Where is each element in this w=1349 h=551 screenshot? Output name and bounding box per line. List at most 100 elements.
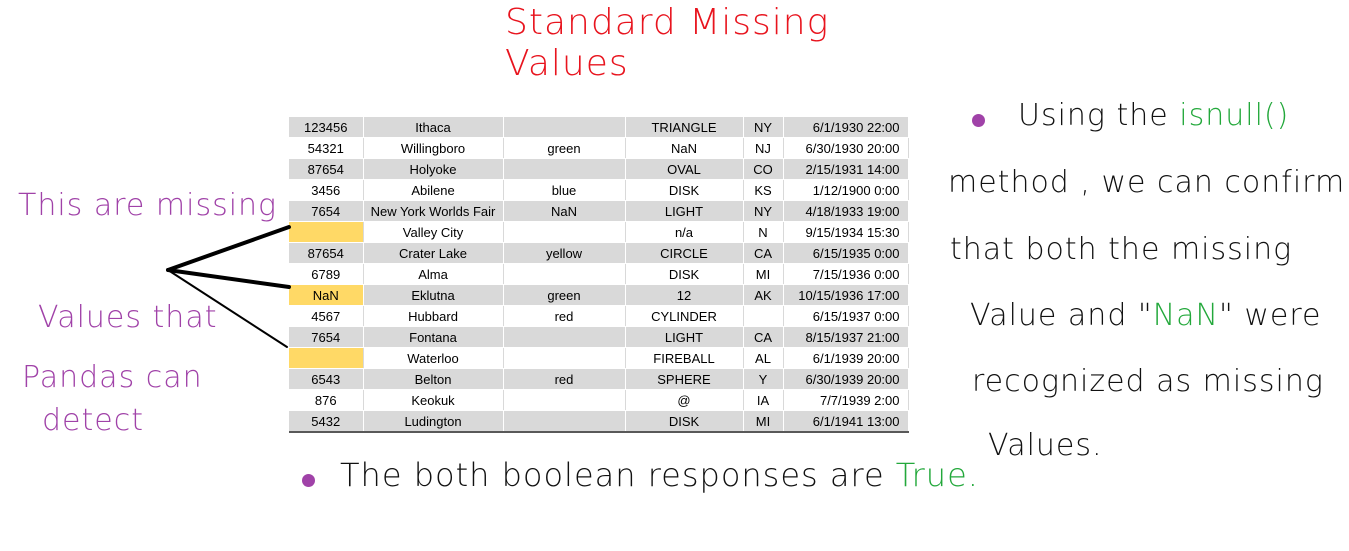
shape-cell: DISK xyxy=(625,179,744,201)
id-cell: 123456 xyxy=(289,117,364,138)
color-cell xyxy=(503,410,626,433)
table-row: 6789 Alma DISK MI 7/15/1936 0:00 xyxy=(289,263,909,285)
table-row: 5432 Ludington DISK MI 6/1/1941 13:00 xyxy=(289,410,909,433)
color-cell: red xyxy=(503,305,626,327)
right-note-line4: Value and "NaN" were xyxy=(970,298,1321,333)
time-cell: 6/1/1941 13:00 xyxy=(783,410,909,433)
color-cell xyxy=(503,389,626,411)
note-detect-line1: Values that xyxy=(38,300,218,335)
state-cell: NY xyxy=(743,200,784,222)
right-note-line1: Using the isnull() xyxy=(1018,98,1289,133)
city-cell: Crater Lake xyxy=(363,242,504,264)
bottom-note: The both boolean responses are True. xyxy=(340,456,979,494)
id-cell: NaN xyxy=(289,284,364,306)
shape-cell: SPHERE xyxy=(625,368,744,390)
color-cell: green xyxy=(503,284,626,306)
right-note-line3: that both the missing xyxy=(950,232,1293,267)
time-cell: 6/15/1935 0:00 xyxy=(783,242,909,264)
color-cell xyxy=(503,326,626,348)
color-cell: red xyxy=(503,368,626,390)
color-cell: green xyxy=(503,137,626,159)
connector-line-top xyxy=(166,225,291,272)
table-row: 87654 Holyoke OVAL CO 2/15/1931 14:00 xyxy=(289,158,909,180)
table-row: 54321 Willingboro green NaN NJ 6/30/1930 20:0… xyxy=(289,137,909,159)
state-cell: Y xyxy=(743,368,784,390)
color-cell xyxy=(503,221,626,243)
city-cell: Ludington xyxy=(363,410,504,433)
table-row: 4567 Hubbard red CYLINDER 6/15/1937 0:00 xyxy=(289,305,909,327)
shape-cell: TRIANGLE xyxy=(625,117,744,138)
state-cell: NY xyxy=(743,117,784,138)
table-row: 7654 New York Worlds Fair NaN LIGHT NY 4/18/1… xyxy=(289,200,909,222)
id-cell: 87654 xyxy=(289,158,364,180)
city-cell: Waterloo xyxy=(363,347,504,369)
shape-cell: FIREBALL xyxy=(625,347,744,369)
shape-cell: 12 xyxy=(625,284,744,306)
time-cell: 8/15/1937 21:00 xyxy=(783,326,909,348)
right-note-line6: Values. xyxy=(988,428,1103,463)
color-cell xyxy=(503,263,626,285)
id-cell xyxy=(289,347,364,369)
time-cell: 6/30/1930 20:00 xyxy=(783,137,909,159)
time-cell: 9/15/1934 15:30 xyxy=(783,221,909,243)
city-cell: Abilene xyxy=(363,179,504,201)
color-cell: blue xyxy=(503,179,626,201)
id-cell: 3456 xyxy=(289,179,364,201)
city-cell: Valley City xyxy=(363,221,504,243)
color-cell xyxy=(503,117,626,138)
table-row: 3456 Abilene blue DISK KS 1/12/1900 0:00 xyxy=(289,179,909,201)
city-cell: Keokuk xyxy=(363,389,504,411)
city-cell: Eklutna xyxy=(363,284,504,306)
shape-cell: LIGHT xyxy=(625,200,744,222)
time-cell: 6/30/1939 20:00 xyxy=(783,368,909,390)
table-row: NaN Eklutna green 12 AK 10/15/1936 17:00 xyxy=(289,284,909,306)
isnull-method-name: isnull() xyxy=(1179,98,1290,133)
state-cell: IA xyxy=(743,389,784,411)
state-cell: MI xyxy=(743,410,784,433)
note-detect-line3: detect xyxy=(42,403,144,438)
ufo-data-table: 123456 Ithaca TRIANGLE NY 6/1/1930 22:00 5432… xyxy=(289,117,909,433)
page-title: Standard Missing Values xyxy=(505,2,830,84)
state-cell: NJ xyxy=(743,137,784,159)
id-cell: 5432 xyxy=(289,410,364,433)
table-row: Valley City n/a N 9/15/1934 15:30 xyxy=(289,221,909,243)
id-cell: 7654 xyxy=(289,326,364,348)
bottom-note-text: The both boolean responses are xyxy=(340,456,896,494)
id-cell: 7654 xyxy=(289,200,364,222)
shape-cell: OVAL xyxy=(625,158,744,180)
nan-label: NaN xyxy=(1152,298,1219,333)
color-cell xyxy=(503,347,626,369)
shape-cell: LIGHT xyxy=(625,326,744,348)
bullet-icon xyxy=(302,474,315,487)
time-cell: 10/15/1936 17:00 xyxy=(783,284,909,306)
city-cell: Ithaca xyxy=(363,117,504,138)
shape-cell: CYLINDER xyxy=(625,305,744,327)
shape-cell: NaN xyxy=(625,137,744,159)
shape-cell: @ xyxy=(625,389,744,411)
table-row: 6543 Belton red SPHERE Y 6/30/1939 20:00 xyxy=(289,368,909,390)
right-note-text: " were xyxy=(1218,298,1322,333)
city-cell: Holyoke xyxy=(363,158,504,180)
connector-line-bottom xyxy=(167,269,288,348)
color-cell: yellow xyxy=(503,242,626,264)
table-row: 7654 Fontana LIGHT CA 8/15/1937 21:00 xyxy=(289,326,909,348)
time-cell: 7/7/1939 2:00 xyxy=(783,389,909,411)
id-cell: 87654 xyxy=(289,242,364,264)
time-cell: 7/15/1936 0:00 xyxy=(783,263,909,285)
time-cell: 6/1/1930 22:00 xyxy=(783,117,909,138)
right-note-line5: recognized as missing xyxy=(972,364,1324,399)
state-cell xyxy=(743,305,784,327)
id-cell: 876 xyxy=(289,389,364,411)
table-body: 123456 Ithaca TRIANGLE NY 6/1/1930 22:00 5432… xyxy=(289,117,909,433)
right-note-text: Using the xyxy=(1018,98,1180,133)
shape-cell: DISK xyxy=(625,263,744,285)
state-cell: CA xyxy=(743,326,784,348)
true-label: True. xyxy=(895,456,979,494)
shape-cell: DISK xyxy=(625,410,744,433)
city-cell: Willingboro xyxy=(363,137,504,159)
color-cell xyxy=(503,158,626,180)
state-cell: AL xyxy=(743,347,784,369)
connector-line-middle xyxy=(166,268,291,289)
city-cell: Alma xyxy=(363,263,504,285)
city-cell: Belton xyxy=(363,368,504,390)
